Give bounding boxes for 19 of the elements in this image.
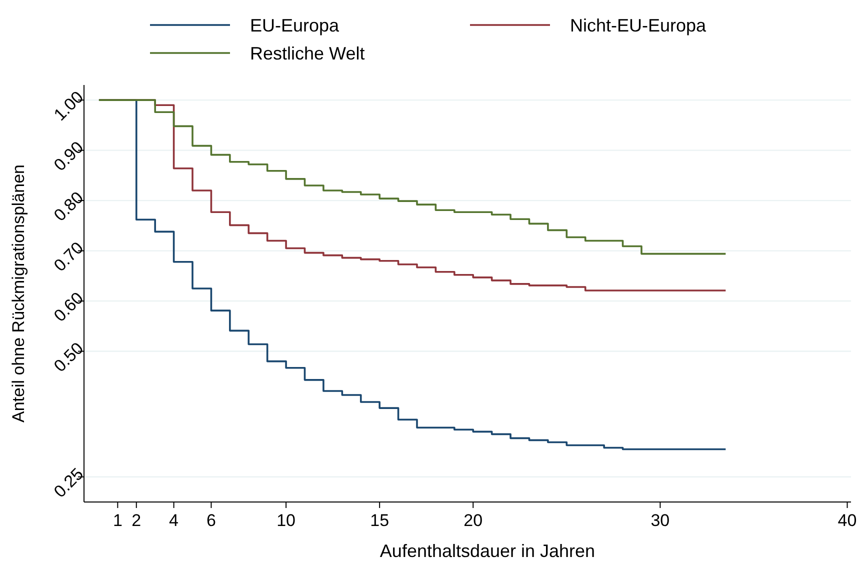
legend-label: EU-Europa xyxy=(250,15,340,36)
x-tick-label: 2 xyxy=(132,511,142,530)
x-tick-label: 40 xyxy=(838,511,857,530)
x-tick-label: 6 xyxy=(206,511,216,530)
legend-label: Nicht-EU-Europa xyxy=(570,15,708,36)
x-tick-label: 1 xyxy=(112,511,122,530)
y-tick-label: 0.70 xyxy=(50,238,88,276)
y-axis-title: Anteil ohne Rückmigrationsplänen xyxy=(9,164,28,422)
x-tick-label: 20 xyxy=(464,511,483,530)
legend-label: Restliche Welt xyxy=(250,43,365,64)
x-tick-label: 10 xyxy=(276,511,296,530)
y-tick-label: 0.60 xyxy=(50,288,88,326)
x-tick-label: 15 xyxy=(370,511,390,530)
x-tick-label: 4 xyxy=(169,511,179,530)
y-tick-label: 0.80 xyxy=(50,188,88,225)
x-axis-title: Aufenthaltsdauer in Jahren xyxy=(380,541,596,561)
y-tick-label: 0.50 xyxy=(50,338,88,376)
y-tick-label: 0.90 xyxy=(50,138,88,175)
x-tick-label: 30 xyxy=(650,511,670,530)
